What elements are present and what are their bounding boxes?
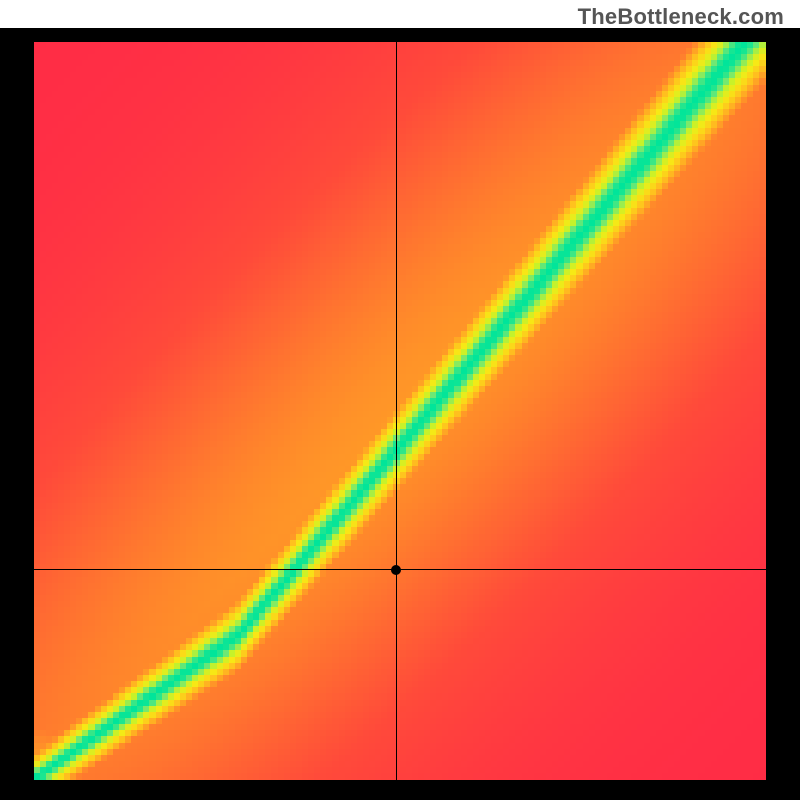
root-container: TheBottleneck.com xyxy=(0,0,800,800)
crosshair-marker-dot xyxy=(391,565,401,575)
watermark-text: TheBottleneck.com xyxy=(578,4,784,30)
bottleneck-heatmap xyxy=(34,42,766,780)
crosshair-vertical xyxy=(396,42,397,780)
